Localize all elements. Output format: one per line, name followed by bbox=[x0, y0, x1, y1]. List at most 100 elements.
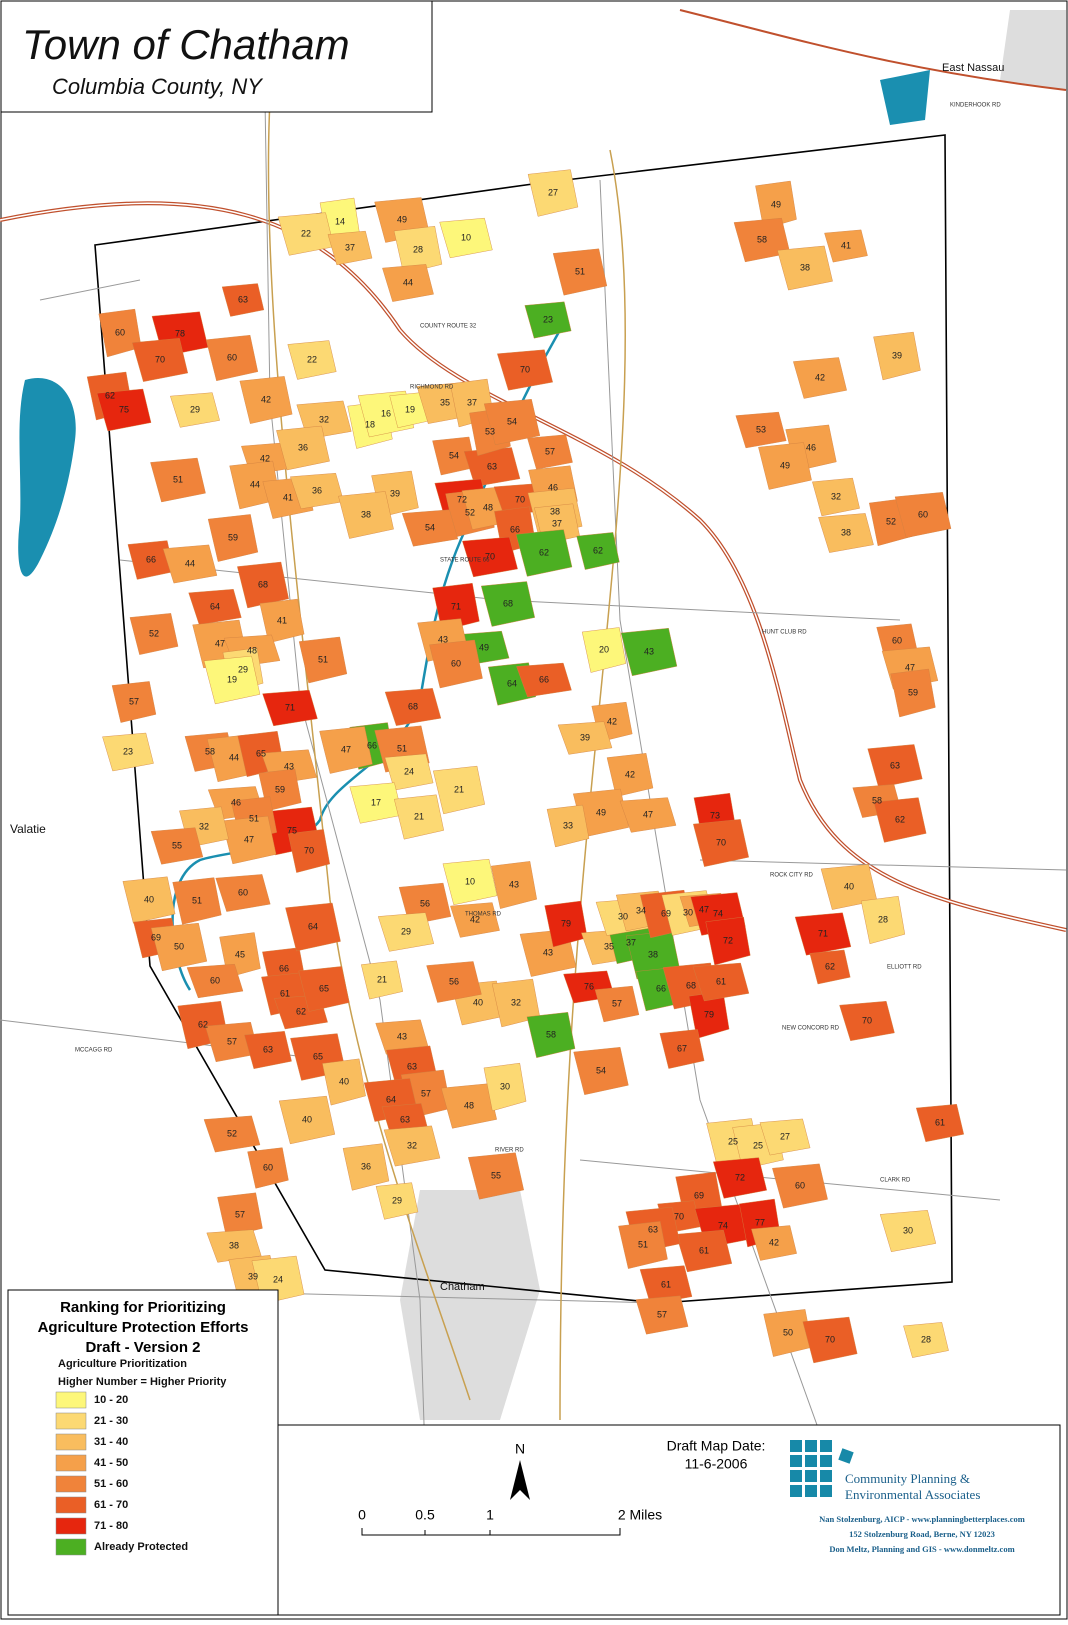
parcel-label: 63 bbox=[487, 461, 497, 471]
parcel-label: 29 bbox=[392, 1195, 402, 1205]
parcel-label: 49 bbox=[479, 642, 489, 652]
parcel bbox=[426, 961, 482, 1003]
road-label: HUNT CLUB RD bbox=[762, 630, 807, 636]
parcel bbox=[809, 949, 851, 985]
parcel-label: 60 bbox=[795, 1180, 805, 1190]
parcel bbox=[287, 340, 337, 380]
parcel bbox=[490, 861, 537, 909]
parcel-label: 21 bbox=[414, 811, 424, 821]
parcel bbox=[483, 399, 541, 445]
parcel bbox=[342, 1143, 390, 1191]
road-label: KINDERHOOK RD bbox=[950, 103, 1001, 109]
parcel-label: 28 bbox=[921, 1334, 931, 1344]
org-name: Environmental Associates bbox=[845, 1487, 980, 1502]
parcel bbox=[384, 753, 434, 791]
parcel bbox=[759, 1118, 811, 1156]
parcel bbox=[692, 962, 750, 1002]
parcel-label: 55 bbox=[491, 1170, 501, 1180]
parcel-label: 60 bbox=[210, 975, 220, 985]
parcel-label: 58 bbox=[205, 746, 215, 756]
place-label: Chatham bbox=[440, 1281, 485, 1293]
legend-label: 51 - 60 bbox=[94, 1478, 128, 1490]
parcel-label: 37 bbox=[552, 518, 562, 528]
parcel-label: 41 bbox=[277, 615, 287, 625]
parcel bbox=[129, 613, 179, 655]
parcel bbox=[244, 1031, 292, 1069]
base-features bbox=[0, 9, 1067, 1611]
parcel bbox=[298, 636, 348, 684]
parcel-label: 44 bbox=[229, 752, 239, 762]
parcel bbox=[432, 582, 480, 632]
parcel bbox=[203, 1115, 261, 1153]
parcel-label: 42 bbox=[607, 716, 617, 726]
town-boundary bbox=[94, 134, 953, 1304]
parcel bbox=[439, 217, 493, 259]
legend-swatch bbox=[55, 1475, 87, 1493]
parcel bbox=[319, 726, 373, 774]
parcel-label: 56 bbox=[449, 976, 459, 986]
parcel bbox=[557, 721, 613, 755]
contact: Don Meltz, Planning and GIS - www.donmel… bbox=[829, 1544, 1014, 1554]
parcel bbox=[594, 985, 640, 1023]
parcel-label: 66 bbox=[539, 674, 549, 684]
parcel-label: 51 bbox=[249, 813, 259, 823]
parcel bbox=[516, 662, 572, 698]
parcel-label: 16 bbox=[381, 408, 391, 418]
parcel-label: 48 bbox=[483, 502, 493, 512]
parcel-label: 71 bbox=[818, 928, 828, 938]
parcel bbox=[619, 797, 677, 833]
parcel bbox=[338, 491, 394, 539]
parcel bbox=[581, 627, 627, 673]
parcel-label: 55 bbox=[172, 840, 182, 850]
parcel bbox=[735, 411, 787, 449]
parcel bbox=[429, 639, 483, 689]
parcel-label: 57 bbox=[129, 696, 139, 706]
parcel-label: 63 bbox=[890, 760, 900, 770]
parcel-label: 60 bbox=[892, 635, 902, 645]
parcel bbox=[890, 668, 936, 718]
parcel-label: 75 bbox=[119, 404, 129, 414]
parcel-label: 74 bbox=[718, 1220, 728, 1230]
parcel-label: 57 bbox=[657, 1309, 667, 1319]
parcel-label: 72 bbox=[723, 935, 733, 945]
parcel bbox=[693, 819, 749, 867]
parcel-label: 64 bbox=[308, 921, 318, 931]
parcel-label: 40 bbox=[144, 894, 154, 904]
parcel bbox=[450, 902, 500, 938]
legend-label: 71 - 80 bbox=[94, 1520, 128, 1532]
parcel-label: 22 bbox=[307, 354, 317, 364]
parcel-label: 38 bbox=[648, 949, 658, 959]
parcel-label: 10 bbox=[465, 876, 475, 886]
scale-label: 2 Miles bbox=[618, 1507, 662, 1523]
parcel-label: 69 bbox=[694, 1190, 704, 1200]
contact: Nan Stolzenburg, AICP - www.planningbett… bbox=[819, 1514, 1025, 1524]
parcel bbox=[480, 581, 535, 627]
parcel bbox=[375, 1182, 419, 1220]
parcel-label: 70 bbox=[485, 551, 495, 561]
parcel-label: 32 bbox=[831, 491, 841, 501]
parcel-labels: 14 22 37 49 28 10 44 27 51 23 70 60 78 63 70 62 75 29 60 42… bbox=[105, 187, 945, 1344]
parcel-label: 60 bbox=[918, 509, 928, 519]
parcel-label: 61 bbox=[280, 988, 290, 998]
road-label: CLARK RD bbox=[880, 1178, 911, 1184]
parcel bbox=[755, 180, 797, 230]
parcel-label: 54 bbox=[596, 1065, 606, 1075]
place-label: Valatie bbox=[10, 822, 46, 836]
parcel-label: 14 bbox=[335, 216, 345, 226]
parcel-label: 65 bbox=[319, 983, 329, 993]
parcel-label: 41 bbox=[283, 492, 293, 502]
parcel bbox=[606, 753, 654, 797]
parcel-label: 43 bbox=[644, 646, 654, 656]
parcel-label: 43 bbox=[397, 1031, 407, 1041]
parcel-label: 62 bbox=[895, 814, 905, 824]
parcel-label: 77 bbox=[755, 1217, 765, 1227]
parcel-label: 56 bbox=[420, 898, 430, 908]
parcel-label: 32 bbox=[511, 997, 521, 1007]
parcel-label: 70 bbox=[155, 354, 165, 364]
parcel-label: 28 bbox=[878, 914, 888, 924]
parcel bbox=[497, 349, 553, 391]
road-label: ROCK CITY RD bbox=[770, 873, 814, 879]
parcel-label: 38 bbox=[550, 506, 560, 516]
parcel-label: 35 bbox=[440, 397, 450, 407]
road-label: COUNTY ROUTE 32 bbox=[420, 324, 477, 330]
